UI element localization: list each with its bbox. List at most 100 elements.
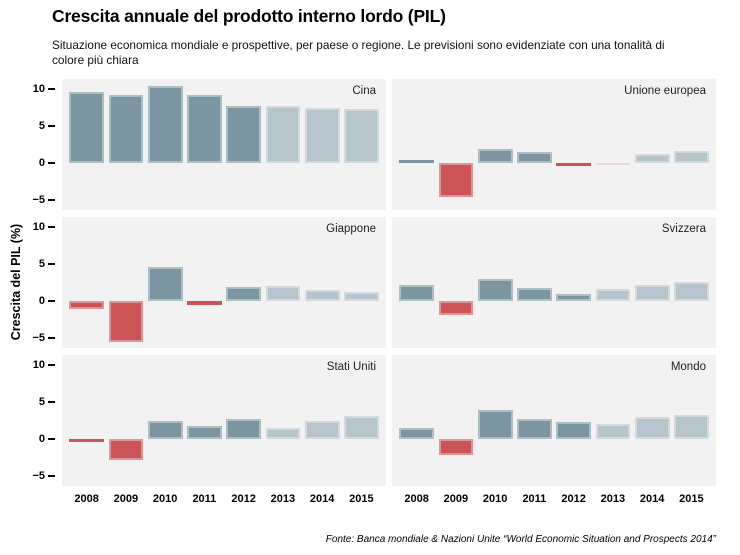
bar-cina-2008 <box>69 92 104 164</box>
chart-subtitle: Situazione economica mondiale e prospett… <box>52 38 665 68</box>
panel-mondo: Mondo <box>392 355 716 486</box>
bar-unione-europea-2014 <box>634 153 670 164</box>
y-tick-label: 10 <box>32 221 45 234</box>
panel-title: Svizzera <box>661 223 706 235</box>
y-tick-mark <box>48 400 55 404</box>
bar-giappone-2010 <box>147 266 183 302</box>
bar-unione-europea-2010 <box>477 148 513 164</box>
x-tick-label: 2011 <box>522 493 547 505</box>
bar-mondo-2012 <box>556 422 591 440</box>
bar-stati-uniti-2013 <box>265 427 301 440</box>
x-tick-label: 2013 <box>600 493 626 505</box>
bar-unione-europea-2012 <box>556 163 591 167</box>
x-tick-label: 2012 <box>561 493 586 505</box>
bar-svizzera-2010 <box>477 279 513 302</box>
bar-mondo-2009 <box>438 439 474 455</box>
bar-giappone-2011 <box>187 301 222 306</box>
y-tick-label: 10 <box>32 83 45 96</box>
y-tick-mark <box>48 336 55 340</box>
bar-giappone-2013 <box>265 285 301 302</box>
panel-title: Mondo <box>670 361 706 373</box>
bar-giappone-2008 <box>69 301 104 309</box>
x-axis-labels-right: 2008 2009 2010 2011 2012 2013 2014 2015 <box>392 493 716 505</box>
bar-svizzera-2008 <box>399 285 434 302</box>
x-axis-spacer <box>0 493 62 505</box>
x-tick-label: 2010 <box>152 493 178 505</box>
y-tick-mark <box>48 363 55 367</box>
y-tick-mark <box>48 198 55 202</box>
x-tick-label: 2014 <box>309 493 335 505</box>
y-tick-label: 0 <box>38 157 45 170</box>
y-tick-mark <box>48 225 55 229</box>
x-tick-label: 2013 <box>270 493 296 505</box>
y-axis-ticks: 10 5 0 −5 <box>0 217 62 348</box>
bar-unione-europea-2008 <box>399 160 434 164</box>
bar-svizzera-2014 <box>634 285 670 302</box>
y-tick-label: −5 <box>32 470 45 483</box>
bar-mondo-2015 <box>674 414 709 440</box>
bar-cina-2011 <box>187 94 222 164</box>
bar-cina-2010 <box>147 86 183 164</box>
x-tick-label: 2012 <box>231 493 256 505</box>
chart-title: Crescita annuale del prodotto interno lo… <box>52 6 446 26</box>
bar-stati-uniti-2011 <box>187 426 222 440</box>
y-tick-label: −5 <box>32 332 45 345</box>
y-axis-ticks: 10 5 0 −5 <box>0 355 62 486</box>
y-tick-mark <box>48 262 55 266</box>
bar-svizzera-2009 <box>438 301 474 316</box>
bar-mondo-2011 <box>517 418 552 440</box>
bar-giappone-2014 <box>304 290 340 302</box>
x-tick-label: 2014 <box>639 493 665 505</box>
y-tick-label: 5 <box>38 396 45 409</box>
bar-mondo-2013 <box>595 423 631 440</box>
source-note: Fonte: Banca mondiale & Nazioni Unite “W… <box>325 534 716 545</box>
bar-stati-uniti-2015 <box>344 415 379 440</box>
bar-stati-uniti-2008 <box>69 439 104 442</box>
panel-title: Cina <box>352 85 376 97</box>
x-tick-label: 2009 <box>113 493 139 505</box>
bar-giappone-2009 <box>108 301 144 343</box>
y-tick-label: 5 <box>38 258 45 271</box>
y-axis-ticks: 10 5 0 −5 <box>0 79 62 210</box>
bar-svizzera-2011 <box>517 288 552 302</box>
y-tick-mark <box>48 299 55 303</box>
y-tick-mark <box>48 161 55 165</box>
chart-row: 10 5 0 −5 Cina Unione europea <box>0 79 740 210</box>
bar-mondo-2014 <box>634 417 670 440</box>
bar-stati-uniti-2009 <box>108 439 144 461</box>
bar-unione-europea-2013 <box>595 163 631 166</box>
panel-giappone: Giappone <box>62 217 386 348</box>
chart-row: 10 5 0 −5 Giappone Svizzera <box>0 217 740 348</box>
panel-title: Giappone <box>326 223 376 235</box>
bar-giappone-2012 <box>226 286 261 302</box>
x-tick-label: 2008 <box>404 493 429 505</box>
y-tick-label: 0 <box>38 433 45 446</box>
bar-cina-2015 <box>344 109 379 164</box>
x-tick-label: 2009 <box>443 493 469 505</box>
x-axis-labels-left: 2008 2009 2010 2011 2012 2013 2014 2015 <box>62 493 386 505</box>
y-tick-label: 0 <box>38 295 45 308</box>
chart-area: Crescita del PIL (%) 10 5 0 −5 Cina Unione eu… <box>0 79 740 505</box>
chart-grid: 10 5 0 −5 Cina Unione europea 10 5 0 −5 Giappone Sv… <box>0 79 740 486</box>
x-tick-label: 2010 <box>482 493 508 505</box>
panel-title: Unione europea <box>624 85 706 97</box>
x-tick-label: 2011 <box>192 493 217 505</box>
bar-svizzera-2013 <box>595 288 631 302</box>
bar-stati-uniti-2014 <box>304 420 340 440</box>
bar-cina-2013 <box>265 106 301 164</box>
chart-row: 10 5 0 −5 Stati Uniti Mondo <box>0 355 740 486</box>
y-tick-label: 5 <box>38 120 45 133</box>
bar-cina-2009 <box>108 95 144 164</box>
panel-cina: Cina <box>62 79 386 210</box>
bar-svizzera-2012 <box>556 293 591 302</box>
bar-unione-europea-2009 <box>438 163 474 197</box>
bar-cina-2012 <box>226 105 261 164</box>
panel-svizzera: Svizzera <box>392 217 716 348</box>
bar-mondo-2010 <box>477 409 513 440</box>
x-tick-label: 2015 <box>679 493 704 505</box>
panel-unione-europea: Unione europea <box>392 79 716 210</box>
x-axis: 2008 2009 2010 2011 2012 2013 2014 2015 2008 2009… <box>0 493 740 505</box>
y-tick-mark <box>48 87 55 91</box>
bar-stati-uniti-2010 <box>147 420 183 440</box>
